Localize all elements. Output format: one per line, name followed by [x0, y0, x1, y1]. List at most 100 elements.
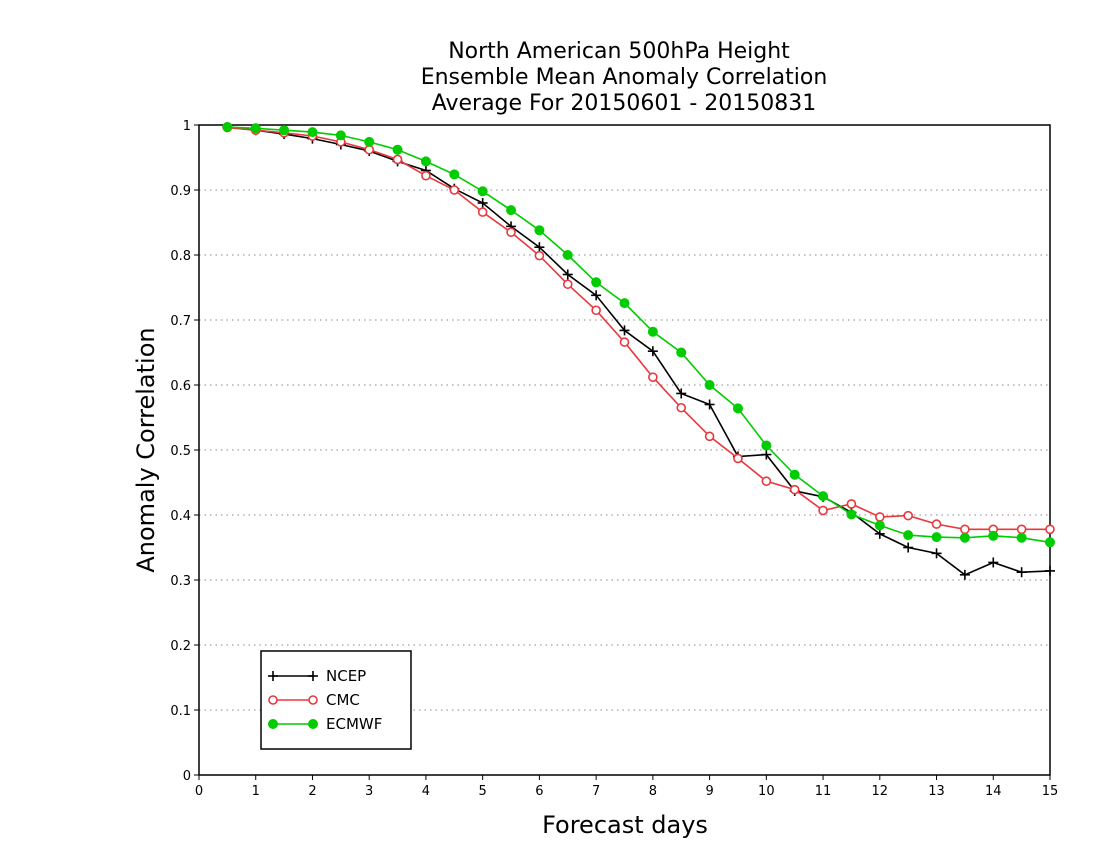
legend-item-ncep: NCEP	[268, 667, 366, 685]
data-point-ecmwf	[903, 530, 914, 541]
y-tick-label: 0.4	[170, 509, 191, 524]
y-tick-label: 0.1	[170, 704, 191, 719]
series-ncep	[222, 121, 1055, 580]
data-point-ecmwf	[874, 520, 885, 531]
data-point-cmc	[676, 402, 687, 413]
data-point-ecmwf	[619, 298, 630, 309]
data-point-cmc	[761, 476, 772, 487]
data-point-ecmwf	[534, 225, 545, 236]
data-point-ecmwf	[279, 125, 290, 136]
data-point-ecmwf	[250, 123, 261, 134]
data-point-ecmwf	[732, 403, 743, 414]
data-point-ecmwf	[506, 205, 517, 216]
x-tick-label: 9	[705, 784, 713, 799]
legend-marker-cmc	[268, 695, 278, 705]
y-tick-label: 0.2	[170, 639, 191, 654]
title-line-3: Average For 20150601 - 20150831	[432, 91, 817, 116]
x-tick-label: 10	[758, 784, 775, 799]
data-point-ncep	[477, 198, 488, 208]
data-point-cmc	[846, 499, 857, 509]
legend-marker-ncep	[308, 671, 318, 681]
data-point-cmc	[903, 510, 913, 521]
legend-item-ecmwf: ECMWF	[268, 715, 382, 733]
data-point-cmc	[648, 372, 658, 383]
data-point-ecmwf	[959, 532, 970, 543]
data-point-cmc	[449, 185, 460, 195]
data-point-cmc	[874, 512, 885, 522]
data-point-ecmwf	[818, 491, 829, 502]
x-tick-label: 8	[649, 784, 657, 799]
data-point-cmc	[1016, 524, 1027, 535]
data-point-ncep	[704, 399, 715, 410]
data-point-cmc	[1045, 524, 1055, 535]
data-point-ecmwf	[591, 277, 602, 288]
y-tick-label: 0.8	[170, 249, 191, 264]
axis-ticks: 00.10.20.30.40.50.60.70.80.910 1 2 3 4 5 6 7 8 9 1…	[170, 119, 1058, 799]
data-point-cmc	[960, 524, 970, 535]
data-point-ecmwf	[1016, 532, 1027, 543]
series-line-ncep	[227, 126, 1051, 576]
x-tick-label: 3	[365, 784, 373, 799]
legend-item-cmc: CMC	[268, 691, 360, 709]
data-point-ncep	[959, 569, 970, 580]
x-tick-label: 2	[308, 784, 316, 799]
data-point-cmc	[789, 484, 800, 495]
series-line-cmc	[227, 126, 1050, 531]
data-point-ncep	[562, 269, 573, 280]
x-tick-label: 0	[195, 784, 203, 799]
data-point-cmc	[477, 207, 488, 217]
y-tick-label: 0.6	[170, 379, 191, 394]
x-tick-label: 5	[479, 784, 487, 799]
x-tick-label: 15	[1042, 784, 1059, 799]
data-point-ecmwf	[562, 250, 573, 260]
x-tick-label: 14	[985, 784, 1002, 799]
y-tick-label: 0.3	[170, 574, 191, 589]
data-point-cmc	[931, 519, 942, 529]
legend-marker-ncep	[268, 671, 278, 681]
y-axis-title: Anomaly Correlation	[132, 327, 160, 572]
data-point-ncep	[676, 388, 687, 399]
data-point-ecmwf	[704, 380, 715, 390]
y-tick-label: 0.5	[170, 444, 191, 459]
data-point-cmc	[619, 337, 630, 347]
legend-marker-ecmwf	[308, 719, 318, 729]
data-point-ncep	[903, 542, 914, 553]
title-line-1: North American 500hPa Height	[448, 39, 790, 64]
data-point-ecmwf	[789, 469, 800, 480]
y-tick-label: 1	[183, 119, 191, 134]
data-point-ecmwf	[761, 440, 772, 451]
data-point-ncep	[591, 290, 602, 301]
data-point-ecmwf	[420, 156, 431, 167]
x-tick-label: 12	[872, 784, 889, 799]
data-point-cmc	[733, 453, 743, 464]
data-point-ncep	[1045, 565, 1055, 576]
data-point-ecmwf	[647, 326, 658, 337]
data-point-ecmwf	[676, 347, 687, 358]
legend-marker-ecmwf	[268, 719, 278, 729]
legend-marker-cmc	[308, 695, 318, 705]
data-point-ecmwf	[846, 509, 857, 520]
data-point-ncep	[647, 346, 658, 357]
chart-title: North American 500hPa Height Ensemble Me…	[421, 39, 828, 116]
legend: NCEP CMC ECMWF	[260, 650, 412, 750]
x-tick-label: 1	[252, 784, 260, 799]
y-tick-label: 0.7	[170, 314, 191, 329]
data-point-cmc	[392, 154, 403, 165]
series-line-ecmwf	[227, 126, 1051, 544]
data-point-cmc	[534, 250, 545, 261]
legend-label-ncep: NCEP	[326, 667, 366, 685]
data-point-ecmwf	[449, 169, 460, 180]
data-point-ncep	[988, 557, 999, 568]
data-point-ecmwf	[335, 130, 346, 141]
data-point-ecmwf	[1045, 537, 1055, 548]
x-tick-label: 6	[535, 784, 543, 799]
data-point-ecmwf	[392, 144, 403, 155]
data-point-cmc	[591, 305, 601, 316]
x-tick-label: 7	[592, 784, 600, 799]
data-point-ecmwf	[222, 121, 233, 132]
data-point-cmc	[818, 505, 828, 516]
data-point-ecmwf	[931, 532, 942, 543]
y-tick-label: 0	[183, 769, 191, 784]
data-point-ecmwf	[364, 136, 375, 147]
